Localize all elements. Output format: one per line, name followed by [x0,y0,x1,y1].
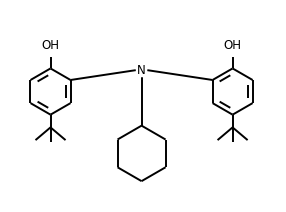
Text: OH: OH [41,39,59,52]
Text: N: N [137,64,146,77]
Text: OH: OH [224,39,242,52]
